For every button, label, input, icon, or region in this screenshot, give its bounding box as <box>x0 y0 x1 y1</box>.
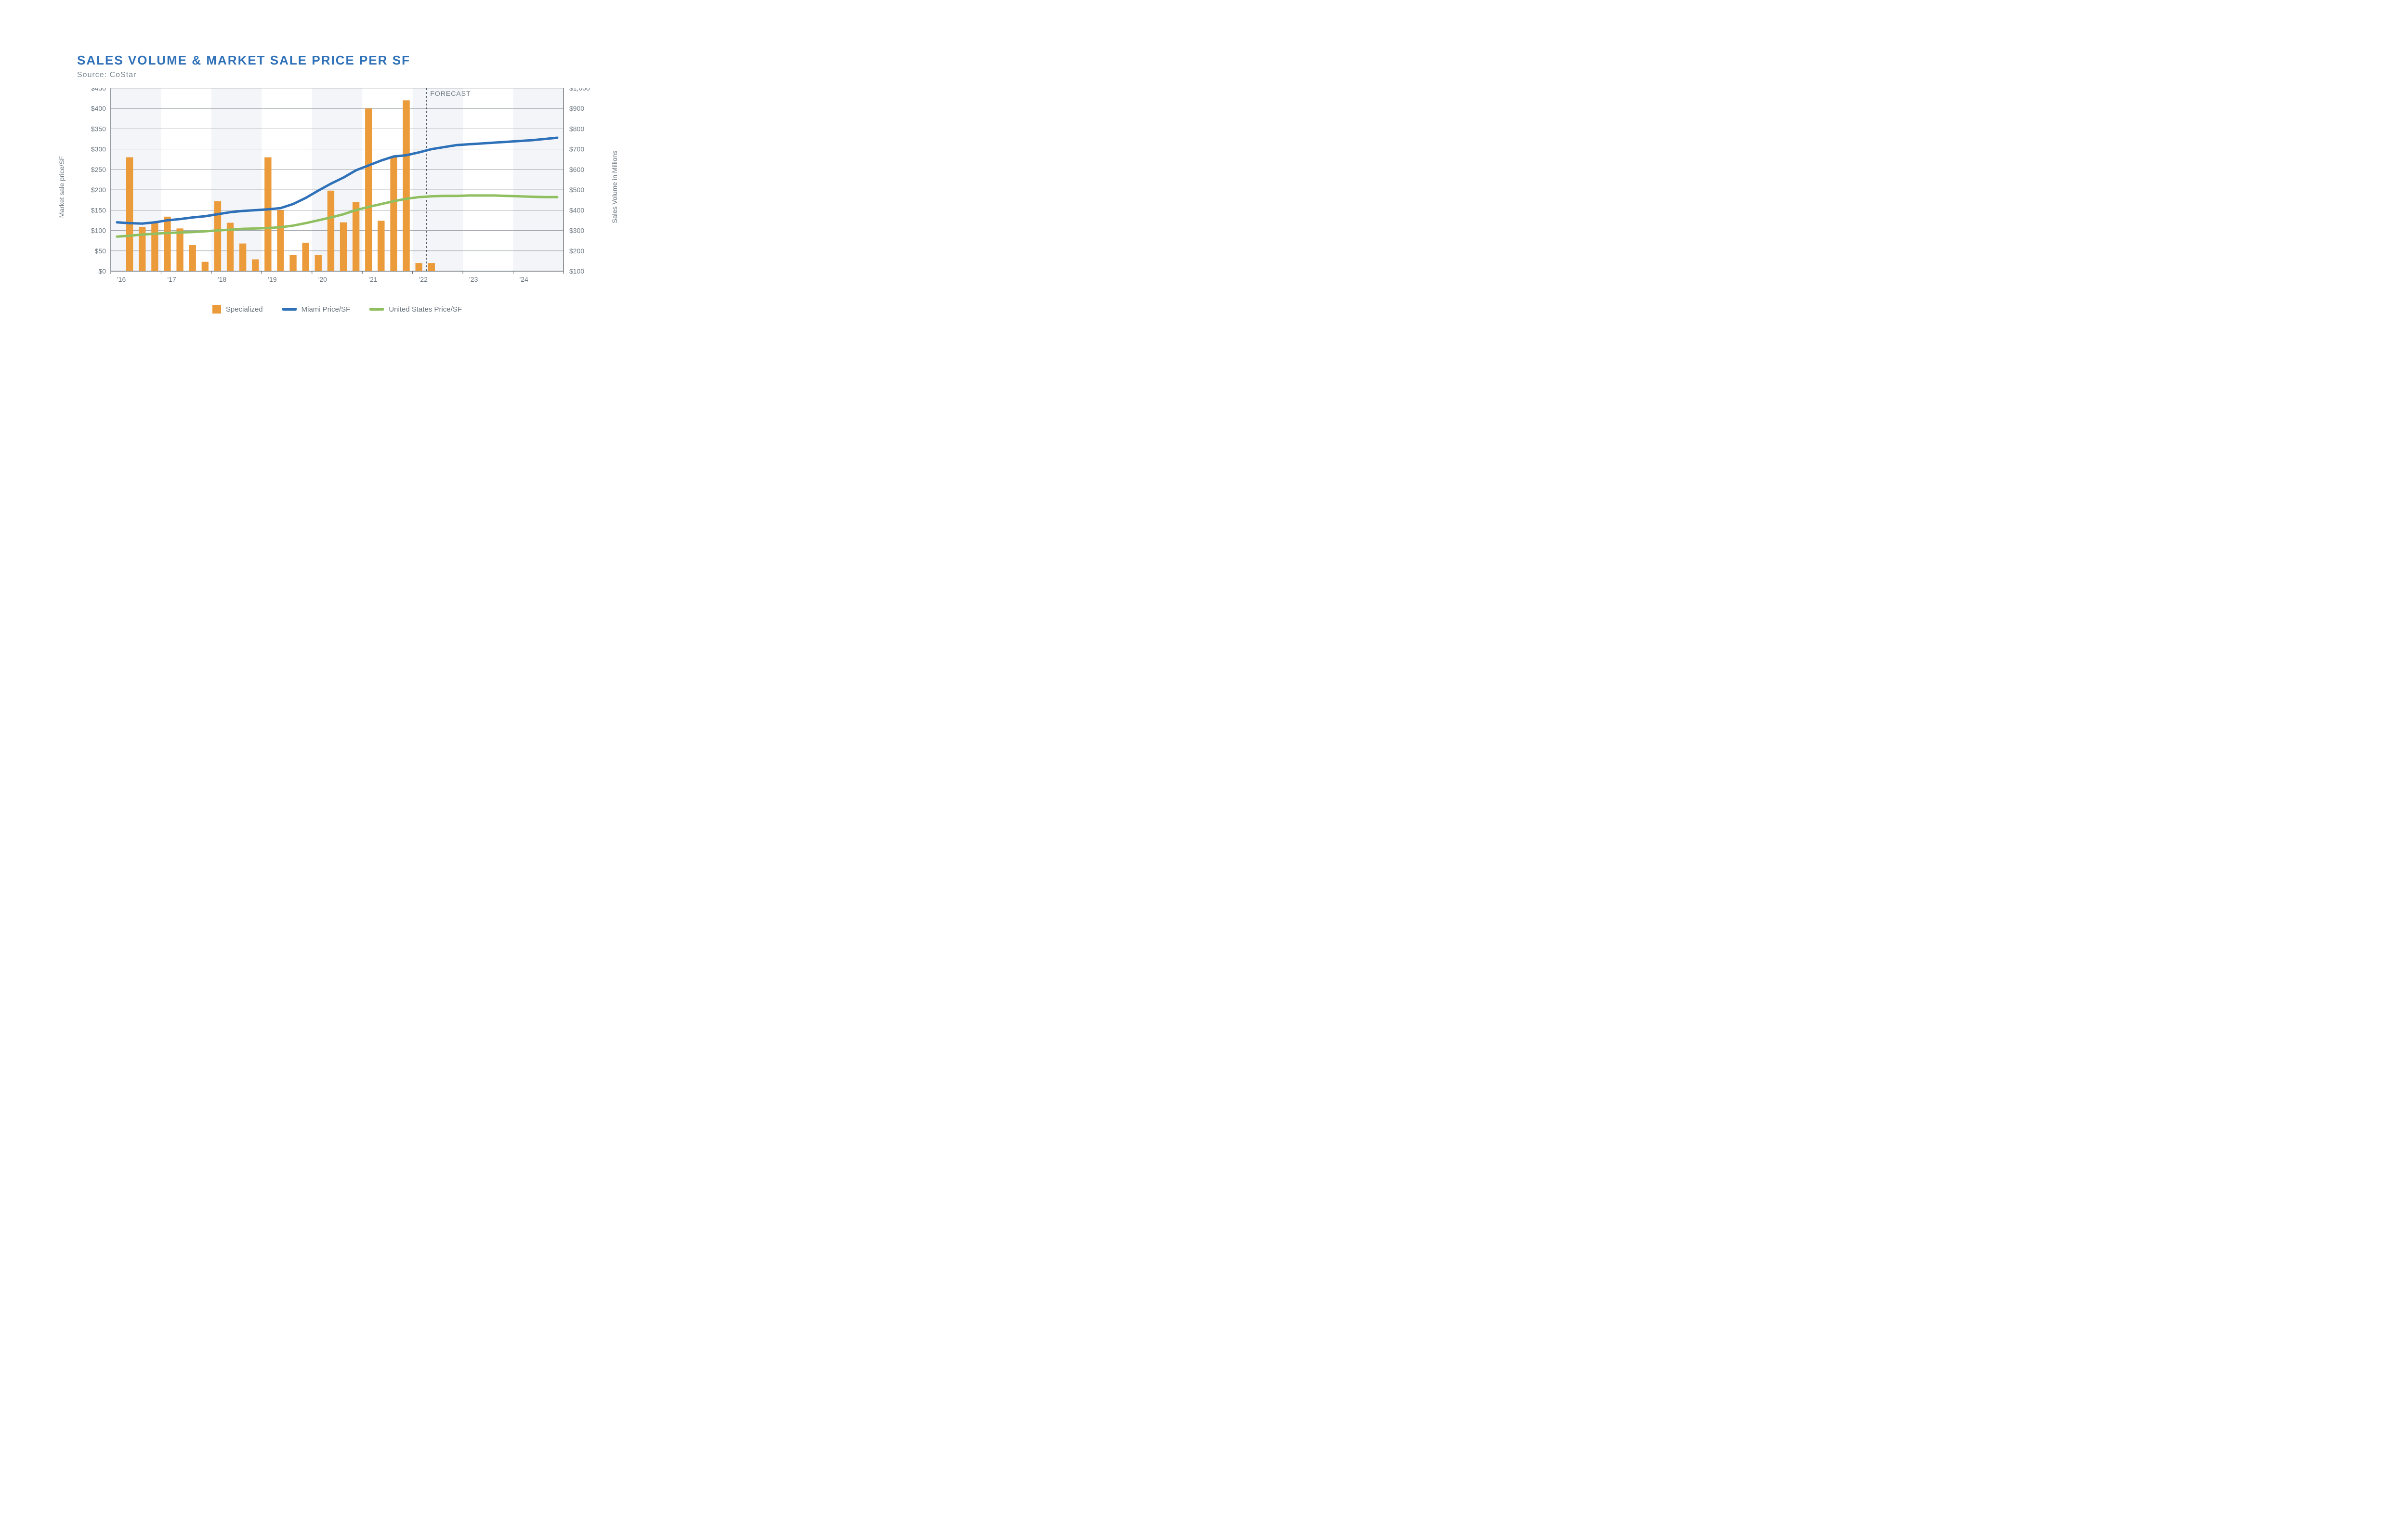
svg-text:'21: '21 <box>368 275 377 283</box>
svg-text:'17: '17 <box>168 275 176 283</box>
page: SALES VOLUME & MARKET SALE PRICE PER SF … <box>0 0 674 429</box>
svg-text:$700: $700 <box>569 145 584 153</box>
svg-text:$100: $100 <box>569 267 584 275</box>
legend-item-line1: Miami Price/SF <box>282 305 351 314</box>
svg-text:$400: $400 <box>569 206 584 214</box>
svg-text:$200: $200 <box>569 247 584 255</box>
svg-text:$450: $450 <box>91 88 106 92</box>
legend-swatch-line2 <box>369 308 384 311</box>
legend-label-line2: United States Price/SF <box>389 305 462 314</box>
chart-source: Source: CoStar <box>77 71 597 79</box>
chart-container: SALES VOLUME & MARKET SALE PRICE PER SF … <box>77 53 597 314</box>
svg-text:'24: '24 <box>520 275 528 283</box>
svg-text:'20: '20 <box>318 275 327 283</box>
legend-swatch-line1 <box>282 308 297 311</box>
svg-text:$300: $300 <box>91 145 106 153</box>
svg-text:$350: $350 <box>91 125 106 132</box>
svg-text:'19: '19 <box>268 275 276 283</box>
svg-text:$400: $400 <box>91 105 106 112</box>
svg-text:'22: '22 <box>419 275 428 283</box>
svg-text:$300: $300 <box>569 227 584 235</box>
svg-text:FORECAST: FORECAST <box>430 90 471 97</box>
chart-svg: $0 $50 $100 $150 $200 $250 $300 $350 $400 $450 $10… <box>77 88 597 286</box>
svg-text:$0: $0 <box>98 267 106 275</box>
y-axis-left-label: Market sale price/SF <box>58 156 65 218</box>
legend-item-line2: United States Price/SF <box>369 305 462 314</box>
svg-text:$150: $150 <box>91 206 106 214</box>
legend-item-bars: Specialized <box>212 305 263 314</box>
svg-text:$900: $900 <box>569 105 584 112</box>
svg-text:'23: '23 <box>469 275 478 283</box>
svg-text:$800: $800 <box>569 125 584 132</box>
y-axis-right-label: Sales Volume in Millions <box>611 151 618 223</box>
plot-box: Market sale price/SF Sales Volume in Mil… <box>77 88 597 286</box>
legend-label-bars: Specialized <box>226 305 263 314</box>
svg-text:$100: $100 <box>91 227 106 235</box>
svg-text:$250: $250 <box>91 166 106 173</box>
svg-text:$50: $50 <box>95 247 106 255</box>
legend-swatch-bars <box>212 305 221 314</box>
svg-text:'16: '16 <box>117 275 126 283</box>
legend-label-line1: Miami Price/SF <box>301 305 351 314</box>
svg-text:'18: '18 <box>218 275 226 283</box>
svg-text:$600: $600 <box>569 166 584 173</box>
chart-title: SALES VOLUME & MARKET SALE PRICE PER SF <box>77 53 597 68</box>
legend: Specialized Miami Price/SF United States… <box>77 305 597 314</box>
svg-text:$1,000: $1,000 <box>569 88 590 92</box>
svg-text:$200: $200 <box>91 186 106 194</box>
svg-text:$500: $500 <box>569 186 584 194</box>
